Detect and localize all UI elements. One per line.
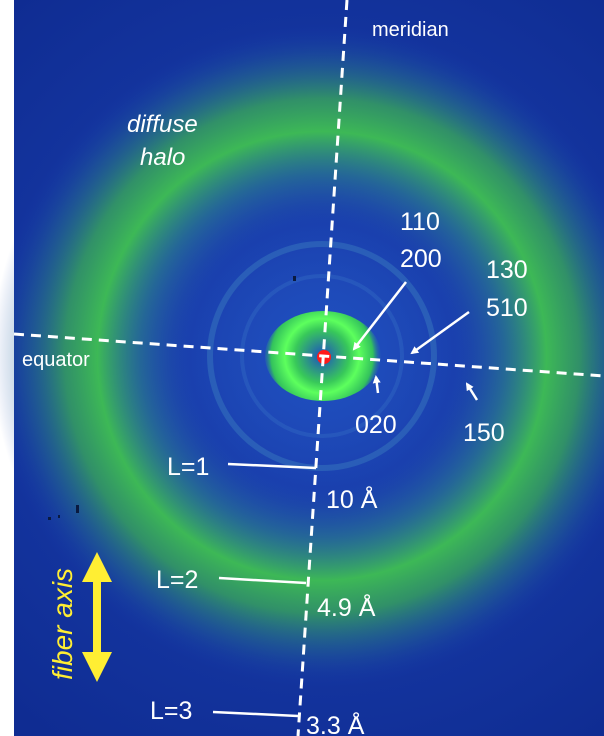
reflection-200: 200 xyxy=(400,245,442,273)
meridian-line xyxy=(296,0,349,736)
layer-line-1-label: L=1 xyxy=(167,453,209,481)
layer-line-3-label: L=3 xyxy=(150,697,192,725)
arrow-130-510 xyxy=(410,310,470,355)
layer-line-3-marker xyxy=(212,710,299,718)
equator-label: equator xyxy=(22,349,90,371)
layer-line-3-spacing: 3.3 Å xyxy=(306,710,365,736)
fiber-axis-arrow xyxy=(82,552,112,682)
halo-label: halo xyxy=(140,144,185,171)
layer-line-2-marker xyxy=(218,576,307,585)
artifact-speck xyxy=(58,515,60,518)
fiber-axis-label: fiber axis xyxy=(47,568,78,680)
reflection-110: 110 xyxy=(400,208,440,236)
artifact-speck xyxy=(293,276,296,281)
layer-line-2-label: L=2 xyxy=(156,566,198,594)
faint-ring-outer xyxy=(207,241,437,471)
arrow-110-200 xyxy=(352,281,407,351)
artifact-speck xyxy=(76,505,79,513)
meridian-label: meridian xyxy=(372,19,449,41)
artifact-speck xyxy=(48,517,51,520)
reflection-020: 020 xyxy=(355,411,397,439)
reflection-510: 510 xyxy=(486,294,528,322)
arrow-150 xyxy=(465,382,479,401)
equator-line xyxy=(13,332,604,378)
reflection-150: 150 xyxy=(463,419,505,447)
reflection-130: 130 xyxy=(486,256,528,284)
layer-line-2-spacing: 4.9 Å xyxy=(317,592,376,622)
arrow-020 xyxy=(372,375,381,394)
layer-line-1-marker xyxy=(227,462,317,470)
layer-line-1-spacing: 10 Å xyxy=(326,484,378,514)
faint-ring-middle xyxy=(240,274,404,438)
diffuse-label: diffuse xyxy=(127,111,198,138)
